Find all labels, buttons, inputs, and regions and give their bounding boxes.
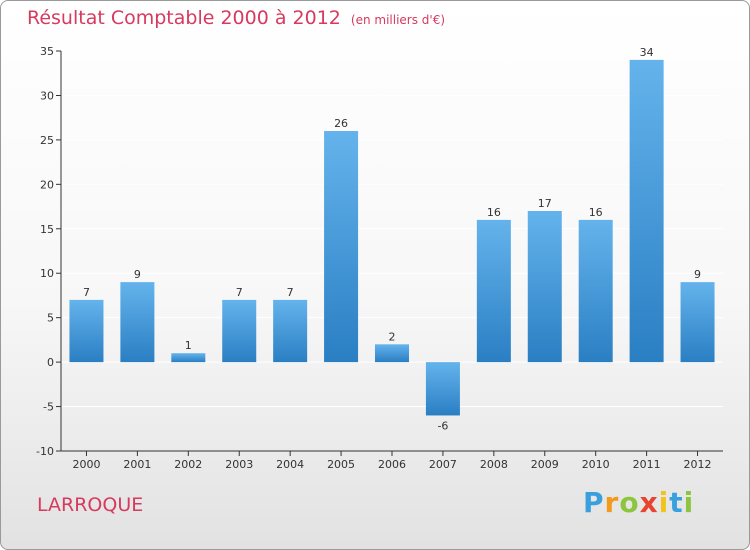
y-tick-label: -10 bbox=[36, 445, 54, 458]
bar bbox=[222, 299, 257, 363]
data-label: 26 bbox=[334, 117, 348, 130]
x-tick-label: 2004 bbox=[276, 458, 304, 471]
x-tick-label: 2009 bbox=[531, 458, 559, 471]
x-tick-label: 2006 bbox=[378, 458, 406, 471]
bar bbox=[171, 353, 206, 363]
logo-letter: x bbox=[639, 486, 659, 519]
data-label: 7 bbox=[83, 286, 90, 299]
x-tick-label: 2001 bbox=[123, 458, 151, 471]
data-label: 16 bbox=[487, 206, 501, 219]
data-label: 9 bbox=[694, 268, 701, 281]
bar bbox=[375, 344, 409, 363]
gridlines bbox=[61, 50, 723, 452]
x-tick-label: 2007 bbox=[429, 458, 457, 471]
y-tick-label: 20 bbox=[40, 178, 54, 191]
labels: -10 -5 0 5 10 15 20 25 30 35 7 2000 9 2001 1 2002 7 2003 7… bbox=[36, 45, 712, 471]
data-label: 17 bbox=[538, 197, 552, 210]
x-tick-label: 2010 bbox=[582, 458, 610, 471]
bar bbox=[324, 131, 359, 363]
data-label: 2 bbox=[389, 330, 396, 343]
bars bbox=[69, 59, 715, 416]
bar bbox=[629, 59, 664, 363]
bar bbox=[578, 219, 613, 363]
x-tick-label: 2011 bbox=[633, 458, 661, 471]
bar bbox=[273, 299, 308, 363]
data-label: 16 bbox=[589, 206, 603, 219]
y-tick-label: 25 bbox=[40, 134, 54, 147]
logo-letter: o bbox=[619, 486, 640, 519]
y-tick-label: 35 bbox=[40, 45, 54, 58]
x-tick-label: 2002 bbox=[174, 458, 202, 471]
x-tick-label: 2003 bbox=[225, 458, 253, 471]
logo-letter: t bbox=[669, 486, 684, 519]
commune-name: LARROQUE bbox=[37, 494, 144, 516]
bar bbox=[680, 282, 715, 363]
bar bbox=[120, 282, 155, 363]
y-tick-label: -5 bbox=[43, 401, 54, 414]
logo-letter: P bbox=[583, 486, 605, 519]
data-label: 1 bbox=[185, 339, 192, 352]
proxiti-logo[interactable]: Proxiti bbox=[583, 486, 694, 519]
data-label: 7 bbox=[236, 286, 243, 299]
y-tick-label: 10 bbox=[40, 267, 54, 280]
title-text: Résultat Comptable 2000 à 2012 bbox=[27, 7, 341, 29]
logo-letter: i bbox=[658, 486, 670, 519]
x-tick-label: 2005 bbox=[327, 458, 355, 471]
data-label: 9 bbox=[134, 268, 141, 281]
logo-letter: i bbox=[683, 486, 695, 519]
y-tick-label: 0 bbox=[47, 356, 54, 369]
x-tick-label: 2000 bbox=[72, 458, 100, 471]
bar bbox=[425, 362, 460, 416]
chart-title: Résultat Comptable 2000 à 2012 (en millie… bbox=[27, 7, 445, 29]
bar bbox=[527, 211, 562, 363]
y-tick-label: 5 bbox=[47, 312, 54, 325]
logo-letter: r bbox=[604, 486, 620, 519]
axes bbox=[56, 50, 723, 456]
y-tick-label: 30 bbox=[40, 89, 54, 102]
x-tick-label: 2008 bbox=[480, 458, 508, 471]
data-label: -6 bbox=[437, 419, 448, 432]
x-tick-label: 2012 bbox=[684, 458, 712, 471]
y-tick-label: 15 bbox=[40, 223, 54, 236]
data-label: 7 bbox=[287, 286, 294, 299]
chart-subtitle: (en milliers d'€) bbox=[350, 13, 446, 27]
data-label: 34 bbox=[640, 46, 654, 59]
bar bbox=[476, 219, 511, 363]
bar bbox=[69, 299, 104, 363]
